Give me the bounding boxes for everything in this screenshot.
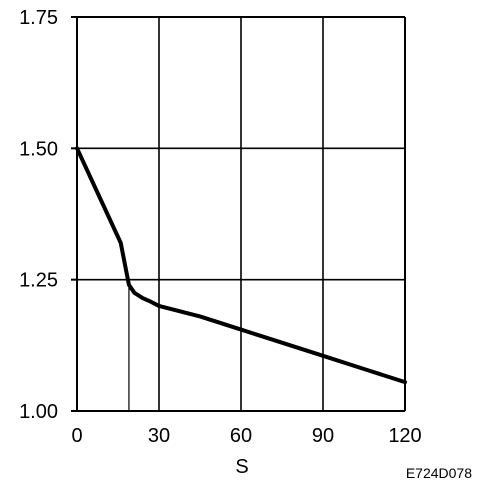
x-tick-label: 120 (388, 425, 421, 447)
y-tick-label: 1.25 (19, 270, 58, 292)
series-layer (75, 146, 407, 385)
x-tick-label: 30 (148, 425, 170, 447)
x-tick-label: 0 (71, 425, 82, 447)
x-tick-label: 60 (230, 425, 252, 447)
x-tick-label: 90 (312, 425, 334, 447)
grid (71, 16, 406, 412)
y-tick-label: 1.50 (19, 138, 58, 160)
series-line-0 (75, 146, 407, 385)
y-axis-ticks: 1.00 1.25 1.50 1.75 (19, 7, 58, 423)
x-axis-ticks: 0 30 60 90 120 (71, 425, 421, 447)
y-tick-label: 1.00 (19, 401, 58, 423)
x-axis-label: S (235, 456, 248, 478)
figure-code: E724D078 (406, 465, 472, 481)
y-tick-label: 1.75 (19, 7, 58, 29)
